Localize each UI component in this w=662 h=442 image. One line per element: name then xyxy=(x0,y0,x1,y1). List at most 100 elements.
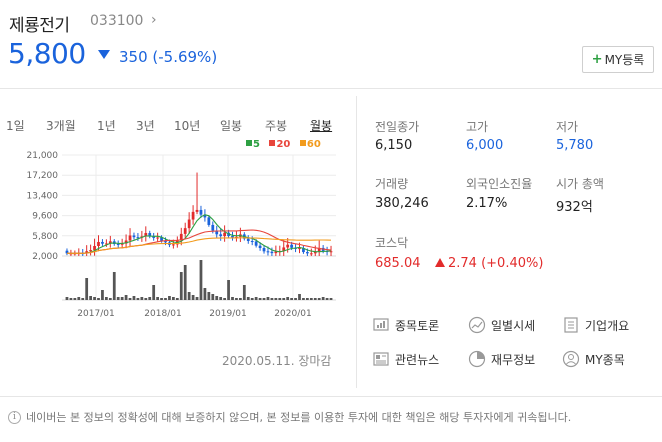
volume-bar xyxy=(128,298,132,300)
tab-1d[interactable]: 1일 xyxy=(6,119,25,133)
stock-code[interactable]: 033100 xyxy=(90,13,144,29)
tab-monthly[interactable]: 월봉 xyxy=(310,119,333,133)
foreign-ratio-value: 2.17% xyxy=(466,196,508,211)
candle-body xyxy=(144,233,148,237)
candle-body xyxy=(116,243,120,245)
candle-body xyxy=(195,209,199,212)
volume-bar xyxy=(144,298,148,300)
market-cap-value: 932억 xyxy=(556,200,593,215)
info-icon: i xyxy=(8,410,21,424)
volume-bar xyxy=(187,292,191,300)
vertical-divider xyxy=(356,96,357,388)
volume-bar xyxy=(203,288,207,300)
link-my-stocks[interactable]: MY종목 xyxy=(561,349,625,369)
volume-bar xyxy=(302,298,305,300)
y-tick-label: 13,400 xyxy=(27,191,59,201)
my-register-label: MY등록 xyxy=(604,53,645,67)
candle-body xyxy=(105,243,108,245)
volume-bar xyxy=(294,298,297,300)
high-label: 고가 xyxy=(466,120,489,134)
volume-bar xyxy=(250,298,254,300)
volume-bar xyxy=(65,297,69,300)
candle-body xyxy=(215,230,219,235)
candle-body xyxy=(160,237,163,241)
timestamp: 2020.05.11. 장마감 xyxy=(222,354,332,368)
candle-body xyxy=(329,251,333,253)
link-daily-price[interactable]: 일별시세 xyxy=(467,315,535,335)
candle-body xyxy=(282,247,286,252)
y-tick-label: 9,600 xyxy=(32,212,58,222)
y-tick-label: 17,200 xyxy=(27,171,59,181)
volume-bar xyxy=(235,298,238,300)
candle-body xyxy=(223,232,226,237)
volume-bar xyxy=(306,298,309,300)
stock-name[interactable]: 제룡전기 xyxy=(9,16,70,36)
candle-body xyxy=(266,251,270,253)
prev-close-label: 전일종가 xyxy=(375,120,420,134)
candle-body xyxy=(199,209,203,215)
low-label: 저가 xyxy=(556,120,579,134)
volume-bar xyxy=(223,298,226,300)
link-financials-label: 재무정보 xyxy=(491,352,536,367)
candle-body xyxy=(262,248,266,252)
volume-bar xyxy=(278,298,282,300)
tab-weekly[interactable]: 주봉 xyxy=(265,119,288,133)
moving-averages xyxy=(67,214,332,254)
volume-bar xyxy=(231,297,234,300)
kosdaq-change: 2.74 (+0.40%) xyxy=(435,256,543,271)
candle-body xyxy=(85,251,89,254)
tab-1y[interactable]: 1년 xyxy=(97,119,116,133)
tab-daily[interactable]: 일봉 xyxy=(220,119,243,133)
candle-body xyxy=(231,236,234,238)
volume-bar xyxy=(132,296,136,300)
candle-body xyxy=(93,246,96,251)
kosdaq-value: 685.04 xyxy=(375,256,421,271)
my-register-button[interactable]: + MY등록 xyxy=(582,46,654,73)
candle-body xyxy=(246,238,250,242)
header-divider xyxy=(0,88,662,89)
volume-bar xyxy=(179,272,183,300)
volume-bar xyxy=(97,298,100,300)
legend-ma20: 20 xyxy=(269,139,290,150)
volume-bar xyxy=(286,297,290,300)
candle-body xyxy=(250,241,254,243)
link-forum[interactable]: 종목토론 xyxy=(371,315,439,335)
market-cap-label: 시가 총액 xyxy=(556,177,604,191)
link-company-overview[interactable]: 기업개요 xyxy=(561,315,629,335)
candle-body xyxy=(309,253,313,255)
tab-3y[interactable]: 3년 xyxy=(136,119,155,133)
volume-bar xyxy=(211,294,215,300)
tab-10y[interactable]: 10년 xyxy=(174,119,201,133)
candle-body xyxy=(65,250,69,254)
volume-bar xyxy=(195,297,199,300)
footer-divider xyxy=(0,396,662,397)
down-arrow-icon xyxy=(98,50,110,59)
price-chart[interactable]: 21,000 17,200 13,400 9,600 5,800 2,000 2017/0… xyxy=(0,148,356,318)
volume-bar xyxy=(258,298,262,300)
candle-body xyxy=(302,248,305,253)
volume-bar xyxy=(321,297,325,300)
disclaimer: i 네이버는 본 정보의 정확성에 대해 보증하지 않으며, 본 정보를 이용한… xyxy=(8,409,571,425)
volume-bar xyxy=(239,298,242,300)
link-financials[interactable]: 재무정보 xyxy=(467,349,535,369)
volume-bar xyxy=(298,294,301,300)
candle-body xyxy=(286,244,290,248)
volume-bar xyxy=(262,298,266,300)
volume-bar xyxy=(124,295,128,300)
volume-bar xyxy=(168,296,171,300)
link-related-news[interactable]: 관련뉴스 xyxy=(371,349,439,369)
x-tick-label: 2018/01 xyxy=(144,309,181,318)
chevron-right-icon[interactable]: › xyxy=(151,12,157,28)
volume-bar xyxy=(219,297,223,300)
candle-body xyxy=(191,211,195,220)
y-tick-label: 21,000 xyxy=(27,151,59,161)
high-value: 6,000 xyxy=(466,138,504,153)
volume-bar xyxy=(73,298,77,300)
price-change: 350 (-5.69%) xyxy=(119,48,218,66)
volume-bar xyxy=(309,298,313,300)
tab-3m[interactable]: 3개월 xyxy=(46,119,76,133)
link-company-overview-label: 기업개요 xyxy=(585,318,630,333)
volume-bar xyxy=(160,298,163,300)
volume-bar xyxy=(329,298,333,300)
volume-bar xyxy=(246,297,250,300)
